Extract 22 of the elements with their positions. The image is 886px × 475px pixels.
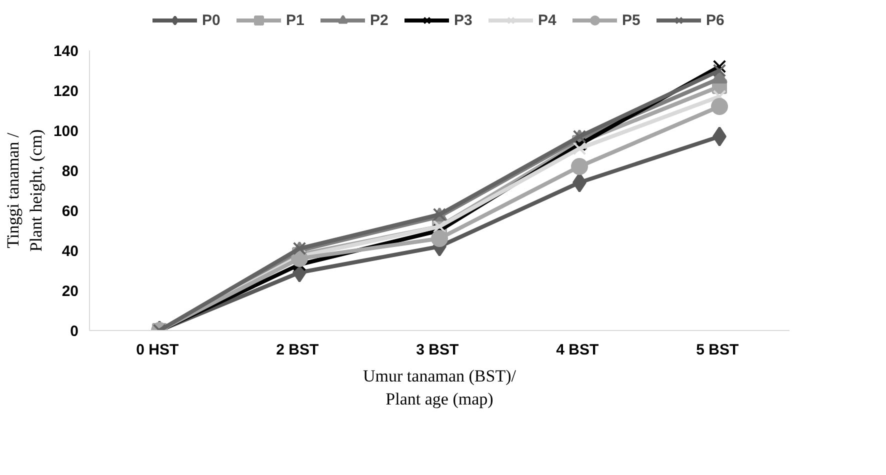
- y-axis-title: Tinggi tanaman / Plant height, (cm): [4, 129, 46, 252]
- legend-label: P1: [286, 12, 306, 28]
- x-tick-label: 2 BST: [276, 342, 319, 358]
- y-tick-label: 20: [62, 283, 79, 300]
- legend-label: P6: [706, 12, 726, 28]
- y-tick-label: 0: [70, 323, 78, 340]
- y-tick-label: 100: [53, 123, 79, 140]
- y-tick-label: 140: [53, 43, 79, 60]
- legend-label: P4: [538, 12, 558, 28]
- y-tick-label: 60: [62, 203, 79, 220]
- x-tick-label: 0 HST: [136, 342, 179, 358]
- y-tick-label: 80: [62, 163, 79, 180]
- y-tick-label: 40: [62, 243, 79, 260]
- legend-label: P3: [454, 12, 474, 28]
- x-tick-label: 3 BST: [416, 342, 459, 358]
- x-tick-label: 5 BST: [696, 342, 739, 358]
- y-tick-label: 120: [53, 83, 79, 100]
- legend-label: P2: [370, 12, 390, 28]
- x-axis-title: Umur tanaman (BST)/ Plant age (map): [363, 366, 516, 408]
- x-tick-label: 4 BST: [556, 342, 599, 358]
- legend-label: P0: [202, 12, 222, 28]
- legend-label: P5: [622, 12, 642, 28]
